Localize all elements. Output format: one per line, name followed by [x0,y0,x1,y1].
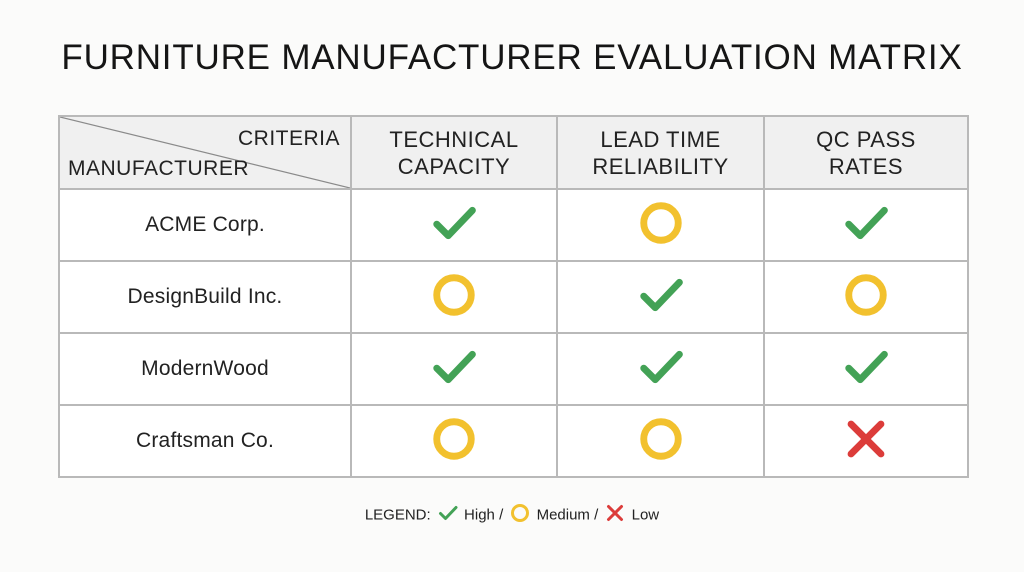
check-icon [638,272,684,323]
rating-cell [556,260,765,334]
legend-circle-icon [510,503,530,527]
circle-icon [843,272,889,323]
header-row: CRITERIA MANUFACTURER TECHNICAL CAPACITY… [58,115,969,190]
table-row: DesignBuild Inc. [58,260,969,334]
circle-icon [638,416,684,467]
rating-cell [556,404,765,478]
check-icon [843,200,889,251]
check-icon [431,200,477,251]
diagonal-divider [60,117,350,188]
corner-header: CRITERIA MANUFACTURER [58,115,352,190]
criteria-label: CRITERIA [237,127,340,150]
manufacturer-name: ModernWood [58,332,352,406]
x-icon [843,416,889,467]
legend-prefix: LEGEND: [364,506,431,524]
page-title: FURNITURE MANUFACTURER EVALUATION MATRIX [61,38,963,77]
check-icon [638,344,684,395]
rating-cell [556,188,765,262]
rating-cell [350,332,558,406]
circle-icon [431,272,477,323]
rating-cell [350,188,558,262]
manufacturer-name: DesignBuild Inc. [58,260,352,334]
legend-label-medium: Medium [536,506,590,524]
legend-check-icon [438,503,458,527]
evaluation-matrix: CRITERIA MANUFACTURER TECHNICAL CAPACITY… [58,115,969,478]
column-header-qc-pass-rates: QC PASS RATES [763,115,969,190]
table-row: Craftsman Co. [58,404,969,478]
rating-cell [763,188,969,262]
circle-icon [431,416,477,467]
rating-cell [763,404,969,478]
circle-icon [638,200,684,251]
column-header-technical-capacity: TECHNICAL CAPACITY [350,115,558,190]
rating-cell [350,404,558,478]
legend-x-icon [605,503,625,527]
table-row: ACME Corp. [58,188,969,262]
rating-cell [350,260,558,334]
legend-separator: / [499,506,504,524]
manufacturer-name: ACME Corp. [58,188,352,262]
legend-label-low: Low [631,506,660,524]
legend-label-high: High [464,506,495,524]
rating-cell [763,332,969,406]
column-header-lead-time-reliability: LEAD TIME RELIABILITY [556,115,765,190]
legend-separator: / [594,506,599,524]
rating-cell [556,332,765,406]
legend: LEGEND: High / Medium / Low [0,503,1024,527]
manufacturer-name: Craftsman Co. [58,404,352,478]
manufacturer-label: MANUFACTURER [68,157,250,180]
table-row: ModernWood [58,332,969,406]
check-icon [843,344,889,395]
rating-cell [763,260,969,334]
check-icon [431,344,477,395]
